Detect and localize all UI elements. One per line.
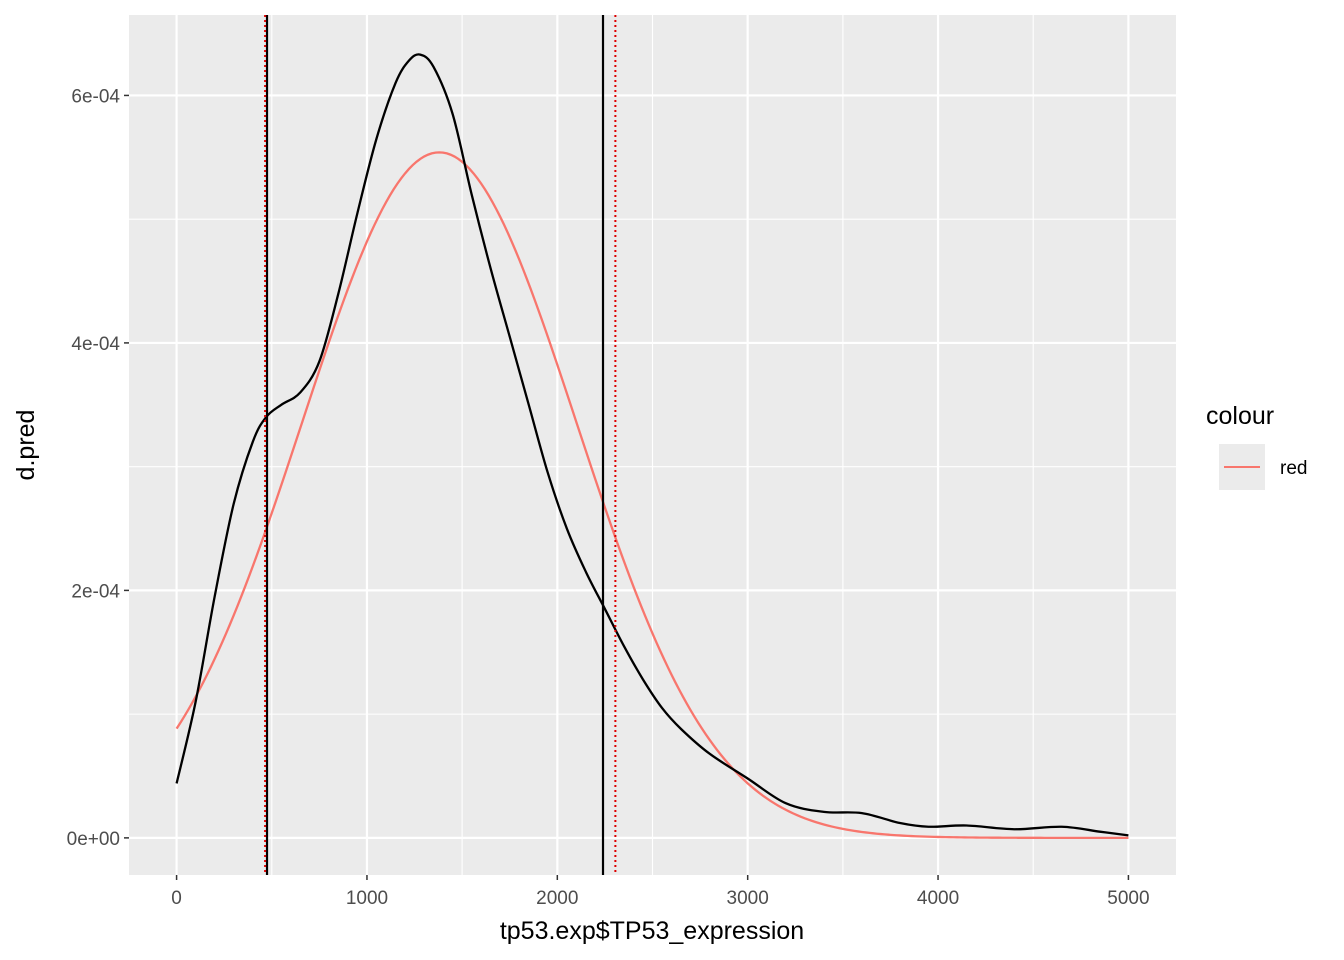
y-tick-label: 0e+00 [67, 829, 120, 850]
x-tick-label: 2000 [536, 888, 578, 909]
x-tick-label: 4000 [917, 888, 959, 909]
y-tick-label: 4e-04 [71, 334, 120, 355]
x-tick-label: 0 [171, 888, 182, 909]
y-axis-title: d.pred [12, 410, 40, 481]
x-tick-label: 1000 [346, 888, 388, 909]
y-tick-label: 6e-04 [71, 86, 120, 107]
legend: colour red [1206, 402, 1307, 490]
series-layer [175, 53, 1129, 840]
y-axis: 0e+00 2e-04 4e-04 6e-04 [67, 86, 129, 850]
major-gridlines [129, 15, 1176, 875]
legend-label-red: red [1280, 458, 1307, 479]
y-tick-label: 2e-04 [71, 581, 120, 602]
density-line [175, 53, 1129, 837]
x-tick-label: 3000 [727, 888, 769, 909]
x-axis: 0 1000 2000 3000 4000 5000 [171, 875, 1150, 909]
minor-gridlines [129, 15, 1176, 875]
vertical-lines [264, 15, 617, 875]
x-axis-title: tp53.exp$TP53_expression [500, 917, 804, 945]
x-tick-label: 5000 [1107, 888, 1149, 909]
normal-fit-line [175, 151, 1129, 840]
legend-title: colour [1206, 402, 1274, 430]
